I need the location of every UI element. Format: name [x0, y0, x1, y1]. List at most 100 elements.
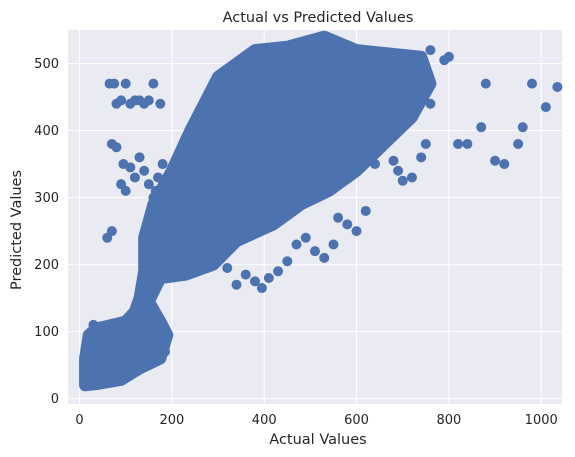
- data-point: [139, 329, 150, 340]
- data-point: [397, 85, 408, 96]
- data-point: [159, 346, 170, 357]
- data-point: [102, 326, 113, 337]
- data-point: [480, 78, 491, 89]
- data-point: [141, 226, 152, 237]
- data-point: [203, 249, 214, 260]
- x-tick-label: 200: [159, 413, 184, 428]
- data-point: [379, 71, 390, 82]
- data-point: [143, 212, 154, 223]
- data-point: [97, 336, 108, 347]
- data-point: [157, 336, 168, 347]
- data-point: [443, 51, 454, 62]
- data-point: [157, 159, 168, 170]
- data-point: [256, 283, 267, 294]
- data-point: [120, 185, 131, 196]
- data-point: [106, 226, 117, 237]
- data-point: [263, 272, 274, 283]
- data-points: [81, 45, 563, 387]
- data-point: [379, 138, 390, 149]
- data-point: [453, 138, 464, 149]
- data-point: [176, 239, 187, 250]
- data-point: [416, 95, 427, 106]
- y-tick-label: 200: [34, 258, 59, 273]
- data-point: [351, 71, 362, 82]
- data-point: [81, 376, 92, 387]
- data-point: [351, 226, 362, 237]
- data-point: [420, 138, 431, 149]
- data-point: [406, 172, 417, 183]
- data-point: [125, 323, 136, 334]
- data-point: [397, 175, 408, 186]
- data-point: [143, 95, 154, 106]
- data-point: [370, 159, 381, 170]
- data-point: [120, 78, 131, 89]
- x-axis-label: Actual Values: [269, 432, 366, 448]
- data-point: [150, 185, 161, 196]
- data-point: [476, 122, 487, 133]
- data-point: [166, 252, 177, 263]
- data-point: [249, 276, 260, 287]
- x-tick-labels: 0 200 400 600 800 1000: [75, 413, 557, 428]
- data-point: [388, 155, 399, 166]
- data-point: [291, 239, 302, 250]
- data-point: [499, 159, 510, 170]
- data-point: [148, 199, 159, 210]
- y-tick-label: 400: [34, 124, 59, 139]
- data-point: [310, 246, 320, 257]
- data-point: [490, 155, 501, 166]
- data-point: [360, 58, 371, 69]
- data-point: [259, 152, 270, 163]
- data-point: [118, 316, 129, 327]
- data-point: [388, 78, 399, 89]
- data-point: [222, 262, 233, 273]
- data-point: [236, 172, 247, 183]
- data-point: [83, 340, 94, 351]
- data-point: [552, 81, 563, 92]
- data-point: [134, 152, 145, 163]
- data-point: [213, 252, 224, 263]
- data-point: [83, 353, 94, 364]
- data-point: [351, 112, 362, 123]
- data-point: [139, 165, 150, 176]
- data-point: [153, 172, 164, 183]
- data-point: [360, 205, 371, 216]
- data-point: [157, 226, 168, 237]
- data-point: [109, 78, 120, 89]
- data-point: [374, 98, 385, 109]
- data-point: [176, 226, 187, 237]
- data-point: [462, 138, 473, 149]
- data-point: [125, 162, 136, 173]
- data-point: [157, 192, 168, 203]
- data-point: [526, 78, 537, 89]
- data-point: [282, 256, 293, 267]
- data-point: [333, 212, 344, 223]
- data-point: [120, 356, 131, 367]
- data-point: [273, 266, 284, 277]
- y-axis-label: Predicted Values: [9, 170, 25, 290]
- y-tick-label: 0: [51, 392, 59, 407]
- data-point: [129, 172, 140, 183]
- data-point: [425, 98, 436, 109]
- data-point: [370, 65, 381, 76]
- data-point: [231, 279, 242, 290]
- data-point: [116, 95, 127, 106]
- data-point: [102, 373, 113, 384]
- y-tick-label: 100: [34, 325, 59, 340]
- x-tick-label: 400: [252, 413, 277, 428]
- data-point: [148, 78, 159, 89]
- data-point: [282, 125, 293, 136]
- data-point: [305, 105, 316, 116]
- y-tick-label: 500: [34, 57, 59, 72]
- x-tick-label: 600: [344, 413, 369, 428]
- dense-point-band: [79, 30, 437, 392]
- data-point: [328, 239, 339, 250]
- data-point: [342, 78, 353, 89]
- data-point: [300, 232, 311, 243]
- data-point: [240, 269, 251, 280]
- data-point: [328, 85, 339, 96]
- x-tick-label: 800: [436, 413, 461, 428]
- y-tick-labels: 0 100 200 300 400 500: [34, 57, 59, 407]
- data-point: [213, 205, 224, 216]
- x-tick-label: 0: [75, 413, 83, 428]
